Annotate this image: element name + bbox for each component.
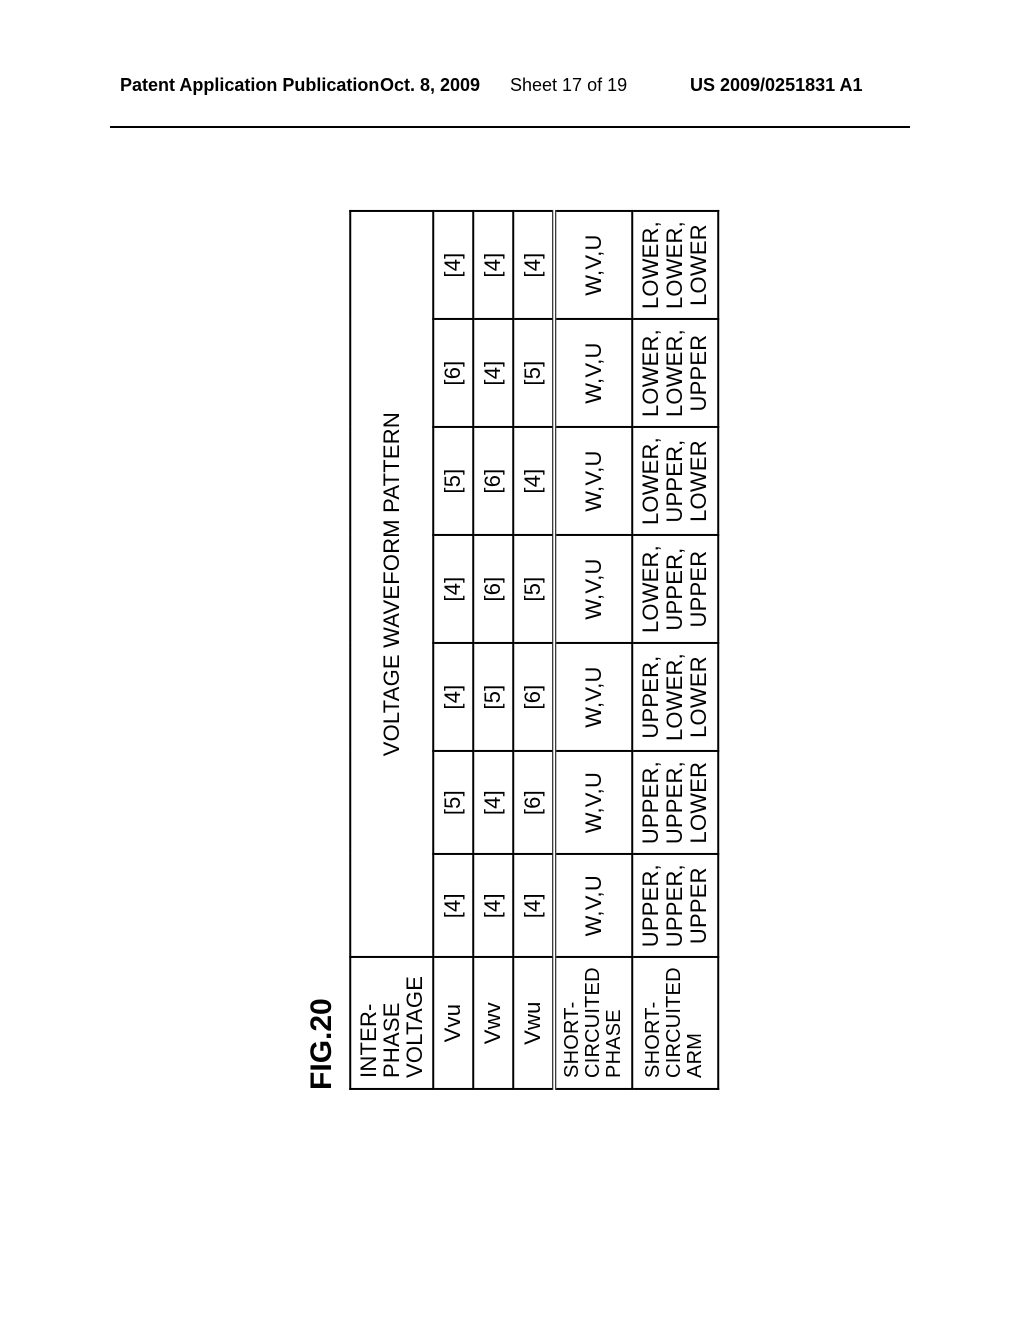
row-label: Vvu <box>434 957 474 1089</box>
table-cell: W,V,U <box>555 211 633 319</box>
header-rule <box>110 126 910 128</box>
header-span: VOLTAGE WAVEFORM PATTERN <box>350 211 433 957</box>
figure-area: FIG.20 INTER-PHASEVOLTAGEVOLTAGE WAVEFOR… <box>0 220 1024 1080</box>
sheet-indicator: Sheet 17 of 19 <box>510 75 627 96</box>
table-cell: [4] <box>474 854 514 957</box>
table-cell: [6] <box>474 535 514 643</box>
pub-number: US 2009/0251831 A1 <box>690 75 862 96</box>
table-cell: [4] <box>474 751 514 854</box>
table-cell: [4] <box>434 643 474 751</box>
table-cell: LOWER,UPPER,LOWER <box>633 427 718 535</box>
figure-label: FIG.20 <box>305 210 339 1090</box>
table-cell: [4] <box>514 427 555 535</box>
table-cell: W,V,U <box>555 319 633 427</box>
table-cell: [4] <box>434 535 474 643</box>
table-cell: LOWER,LOWER,UPPER <box>633 319 718 427</box>
table-cell: W,V,U <box>555 427 633 535</box>
row-label: Vwv <box>474 957 514 1089</box>
short-phase-label: SHORT-CIRCUITEDPHASE <box>555 957 633 1089</box>
table-cell: LOWER,UPPER,UPPER <box>633 535 718 643</box>
table-cell: W,V,U <box>555 854 633 957</box>
table-cell: W,V,U <box>555 643 633 751</box>
pub-type: Patent Application Publication <box>120 75 379 96</box>
table-cell: [4] <box>474 211 514 319</box>
table-cell: [4] <box>474 319 514 427</box>
table-cell: [6] <box>514 751 555 854</box>
table-cell: [6] <box>514 643 555 751</box>
table-cell: [6] <box>434 319 474 427</box>
header-left: INTER-PHASEVOLTAGE <box>350 957 433 1089</box>
short-arm-label: SHORT-CIRCUITEDARM <box>633 957 718 1089</box>
table-cell: [4] <box>514 211 555 319</box>
table-cell: UPPER,UPPER,LOWER <box>633 751 718 854</box>
table-cell: [5] <box>434 751 474 854</box>
table-cell: [4] <box>434 854 474 957</box>
figure-table: INTER-PHASEVOLTAGEVOLTAGE WAVEFORM PATTE… <box>349 210 719 1090</box>
pub-date: Oct. 8, 2009 <box>380 75 480 96</box>
table-cell: W,V,U <box>555 535 633 643</box>
table-cell: [6] <box>474 427 514 535</box>
table-cell: LOWER,LOWER,LOWER <box>633 211 718 319</box>
table-cell: [5] <box>514 535 555 643</box>
table-cell: [4] <box>434 211 474 319</box>
table-cell: W,V,U <box>555 751 633 854</box>
row-label: Vwu <box>514 957 555 1089</box>
table-cell: [5] <box>514 319 555 427</box>
table-cell: UPPER,UPPER,UPPER <box>633 854 718 957</box>
table-cell: UPPER,LOWER,LOWER <box>633 643 718 751</box>
table-cell: [5] <box>434 427 474 535</box>
table-cell: [5] <box>474 643 514 751</box>
table-cell: [4] <box>514 854 555 957</box>
